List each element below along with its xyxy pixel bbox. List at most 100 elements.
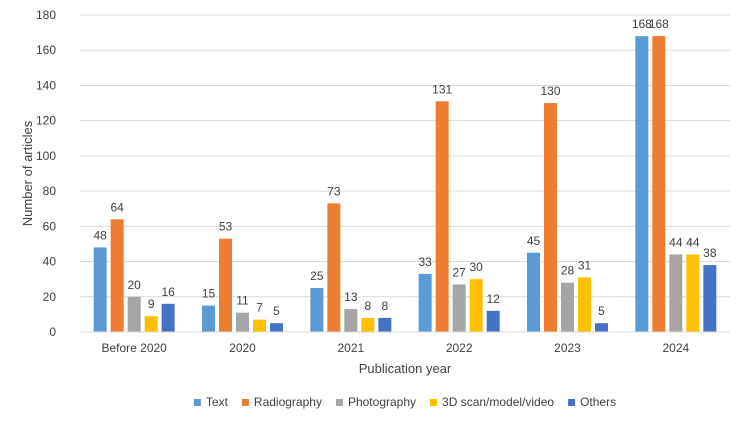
data-label: 16	[161, 285, 175, 299]
gridlines	[80, 14, 730, 298]
bar	[486, 310, 500, 332]
data-label: 15	[202, 287, 216, 301]
bar	[378, 317, 392, 332]
bar	[361, 317, 375, 332]
bar	[527, 252, 540, 332]
data-label: 73	[327, 184, 341, 198]
bar	[686, 254, 700, 332]
y-tick-label: 40	[43, 255, 57, 269]
legend-item: Photography	[335, 395, 416, 409]
data-label: 7	[256, 301, 263, 315]
data-label: 45	[527, 234, 541, 248]
bar	[310, 287, 324, 332]
y-tick-label: 80	[43, 184, 57, 198]
x-axis-title: Publication year	[359, 361, 452, 376]
legend: Text Radiography Photography 3D scan/model/…	[193, 395, 616, 409]
bar	[270, 323, 283, 332]
legend-swatch	[568, 399, 576, 406]
legend-swatch	[430, 399, 438, 406]
bar	[469, 279, 483, 332]
y-tick-label: 60	[43, 219, 57, 233]
data-label: 27	[452, 265, 466, 279]
bar	[635, 36, 649, 333]
bars	[93, 36, 717, 333]
data-label: 8	[381, 299, 388, 313]
data-label: 9	[148, 297, 155, 311]
bar	[418, 273, 432, 332]
y-tick-label: 160	[36, 43, 56, 57]
data-label: 64	[110, 200, 124, 214]
bar	[435, 101, 449, 333]
bar	[219, 238, 232, 332]
x-tick-label: 2022	[446, 341, 473, 355]
bar	[253, 319, 266, 332]
data-label: 168	[632, 17, 652, 31]
data-label: 130	[540, 84, 560, 98]
y-tick-label: 120	[36, 114, 56, 128]
legend-label: 3D scan/model/video	[442, 395, 554, 409]
data-label: 30	[469, 260, 483, 274]
data-label: 44	[669, 236, 683, 250]
x-tick-label: 2021	[337, 341, 364, 355]
bar	[127, 296, 141, 332]
bar	[93, 247, 107, 332]
legend-item: Radiography	[241, 395, 322, 409]
x-tick-label: 2023	[554, 341, 581, 355]
bar	[236, 312, 249, 332]
bar	[144, 316, 158, 332]
legend-label: Radiography	[254, 395, 322, 409]
y-axis-title: Number of articles	[20, 120, 35, 226]
y-axis-ticks: 0 20 40 60 80 100 120 140 160 180	[36, 8, 56, 339]
data-label: 31	[578, 258, 592, 272]
legend-item: Text	[193, 395, 229, 409]
y-tick-label: 180	[36, 8, 56, 22]
bar	[161, 303, 175, 332]
legend-swatch	[335, 399, 343, 406]
data-label: 53	[219, 220, 233, 234]
data-label: 8	[364, 299, 371, 313]
y-tick-label: 0	[49, 325, 56, 339]
bar	[202, 305, 215, 332]
bar	[344, 309, 358, 332]
data-label: 44	[686, 236, 700, 250]
data-label: 11	[236, 294, 249, 308]
data-label: 168	[649, 17, 669, 31]
legend-swatch	[193, 399, 201, 406]
legend-item: 3D scan/model/video	[430, 395, 554, 409]
bar	[652, 36, 666, 333]
bar	[452, 284, 466, 332]
legend-label: Photography	[348, 395, 416, 409]
data-label: 20	[127, 278, 141, 292]
data-label: 25	[310, 269, 324, 283]
bar	[327, 203, 341, 332]
legend-label: Others	[580, 395, 616, 409]
bar	[544, 103, 557, 332]
legend-label: Text	[206, 395, 229, 409]
data-label: 33	[418, 255, 432, 269]
data-label: 28	[561, 264, 575, 278]
bar	[595, 323, 608, 332]
legend-item: Others	[568, 395, 616, 409]
data-label: 48	[93, 228, 107, 242]
data-label: 38	[703, 246, 717, 260]
x-axis-ticks: Before 2020 2020 2021 2022 2023 2024	[101, 341, 689, 355]
data-label: 5	[273, 304, 280, 318]
bar	[561, 282, 574, 332]
x-tick-label: Before 2020	[101, 341, 167, 355]
bar	[669, 254, 683, 332]
y-tick-label: 100	[36, 149, 56, 163]
bar	[110, 219, 124, 332]
bar	[578, 277, 591, 332]
y-tick-label: 20	[43, 290, 57, 304]
data-label: 13	[344, 290, 358, 304]
x-tick-label: 2024	[662, 341, 689, 355]
y-tick-label: 140	[36, 78, 56, 92]
data-label: 5	[598, 304, 605, 318]
legend-swatch	[241, 399, 249, 406]
bar	[703, 265, 717, 332]
x-tick-label: 2020	[229, 341, 256, 355]
data-label: 12	[486, 292, 500, 306]
data-label: 131	[432, 82, 452, 96]
